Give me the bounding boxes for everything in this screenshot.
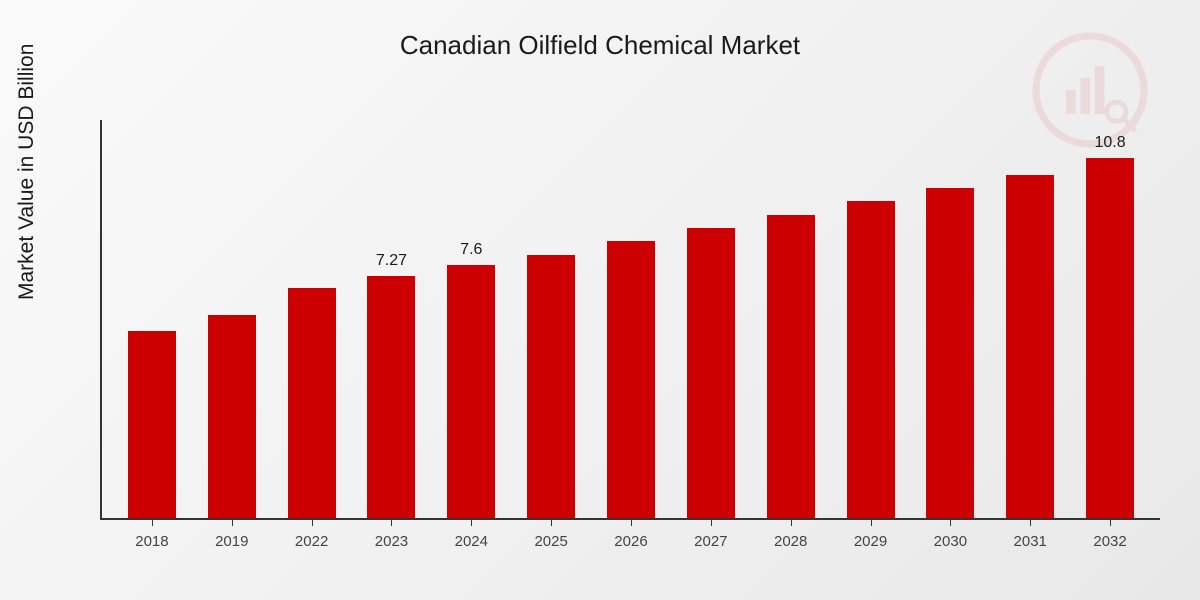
bar [128, 331, 176, 518]
bars-container: 7.27 7.6 10.8 [102, 120, 1160, 518]
bar [607, 241, 655, 518]
bar [447, 265, 495, 518]
x-tick-label: 2018 [112, 518, 192, 550]
bar [367, 276, 415, 518]
x-tick-label: 2028 [751, 518, 831, 550]
bar-wrap [192, 120, 272, 518]
x-axis-labels: 2018201920222023202420252026202720282029… [102, 518, 1160, 550]
x-tick-label: 2026 [591, 518, 671, 550]
chart-title: Canadian Oilfield Chemical Market [0, 0, 1200, 61]
bar [208, 315, 256, 518]
bar-wrap [751, 120, 831, 518]
bar-value-label: 10.8 [1094, 134, 1125, 152]
bar-wrap: 7.6 [431, 120, 511, 518]
bar-wrap [990, 120, 1070, 518]
x-tick-label: 2027 [671, 518, 751, 550]
bar-wrap [910, 120, 990, 518]
bar-wrap [272, 120, 352, 518]
x-tick-label: 2030 [910, 518, 990, 550]
bar-value-label: 7.6 [460, 241, 482, 259]
chart-plot-area: 7.277.610.8 2018201920222023202420252026… [100, 120, 1160, 520]
y-axis-label: Market Value in USD Billion [15, 44, 39, 300]
bar-wrap [831, 120, 911, 518]
x-tick-label: 2025 [511, 518, 591, 550]
bar [1086, 158, 1134, 518]
bar-value-label: 7.27 [376, 252, 407, 270]
bar-wrap [511, 120, 591, 518]
bar [687, 228, 735, 518]
x-tick-label: 2024 [431, 518, 511, 550]
x-tick-label: 2022 [272, 518, 352, 550]
plot-frame: 7.277.610.8 2018201920222023202420252026… [100, 120, 1160, 520]
x-tick-label: 2023 [352, 518, 432, 550]
x-tick-label: 2032 [1070, 518, 1150, 550]
bar-wrap [591, 120, 671, 518]
bar [288, 288, 336, 518]
bar-wrap: 10.8 [1070, 120, 1150, 518]
bar [926, 188, 974, 518]
bar [527, 255, 575, 518]
bar [847, 201, 895, 518]
bar-wrap: 7.27 [352, 120, 432, 518]
bar [767, 215, 815, 518]
bar-wrap [112, 120, 192, 518]
x-tick-label: 2019 [192, 518, 272, 550]
x-tick-label: 2031 [990, 518, 1070, 550]
bar-wrap [671, 120, 751, 518]
bar [1006, 175, 1054, 518]
x-tick-label: 2029 [831, 518, 911, 550]
